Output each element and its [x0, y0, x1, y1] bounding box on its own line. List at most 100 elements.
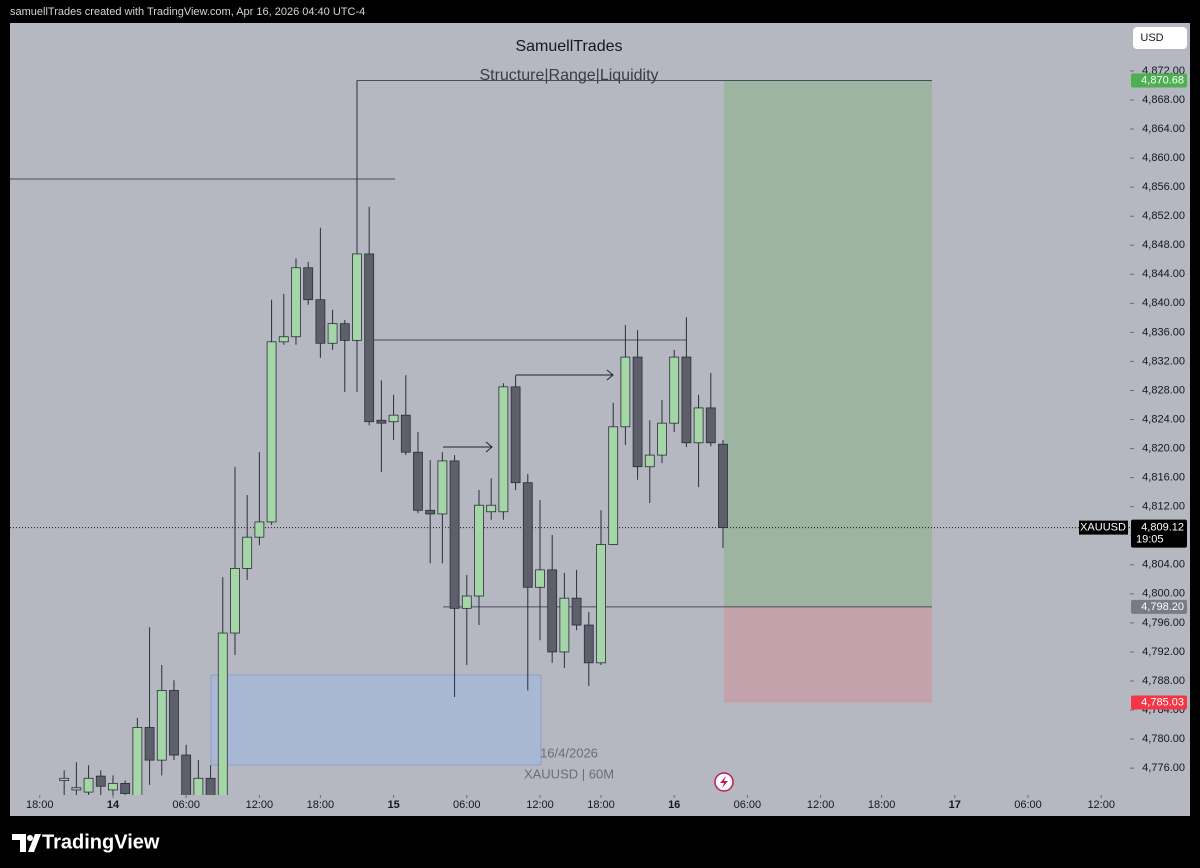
- y-tick-label: 4,776.00: [1142, 762, 1185, 774]
- watermark-symbol: XAUUSD | 60M: [524, 766, 614, 781]
- candle-body: [364, 253, 375, 423]
- brand: TradingView: [42, 831, 160, 853]
- y-tick-label: 4,860.00: [1142, 152, 1185, 164]
- x-tick-label: 12:00: [1087, 799, 1115, 811]
- chart-title: SamuellTrades: [515, 38, 622, 55]
- candle-body: [705, 407, 716, 444]
- y-tick-label: 4,852.00: [1142, 210, 1185, 222]
- candle-body: [632, 356, 643, 468]
- candle-body: [510, 386, 521, 484]
- candle-body: [339, 323, 350, 341]
- x-tick-label: 06:00: [1014, 799, 1042, 811]
- candle-body: [608, 426, 619, 545]
- candle-body: [181, 754, 192, 795]
- y-tick-label: 4,800.00: [1142, 588, 1185, 600]
- x-tick-label: 15: [387, 799, 399, 811]
- candle-body: [681, 356, 692, 444]
- stop-zone: [724, 606, 932, 703]
- y-tick-label: 4,840.00: [1142, 297, 1185, 309]
- candle-body: [83, 777, 94, 793]
- y-tick-label: 4,792.00: [1142, 646, 1185, 658]
- x-tick-label: 17: [949, 799, 961, 811]
- candle-body: [230, 568, 240, 634]
- candle-body: [437, 460, 448, 515]
- x-tick-label: 18:00: [26, 799, 54, 811]
- candle-body: [461, 595, 472, 609]
- y-tick-label: 4,864.00: [1142, 123, 1185, 135]
- x-tick-label: 06:00: [734, 799, 762, 811]
- candle-body: [583, 624, 594, 664]
- y-tick-label: 4,848.00: [1142, 239, 1185, 251]
- y-tick-label: 4,856.00: [1142, 181, 1185, 193]
- price-tag: [1131, 599, 1187, 614]
- currency-button[interactable]: [1133, 27, 1187, 49]
- candle-body: [400, 414, 411, 453]
- arrows: [443, 369, 614, 453]
- watermark-date: 16/4/2026: [540, 745, 598, 760]
- y-tick-label: 4,868.00: [1142, 94, 1185, 106]
- candle-body: [193, 777, 204, 795]
- arrow: [443, 441, 493, 453]
- candle-body: [474, 504, 484, 597]
- x-tick-label: 06:00: [453, 799, 481, 811]
- y-tick-label: 4,812.00: [1142, 501, 1185, 513]
- last-price-tag: [1131, 519, 1187, 548]
- candle-body: [620, 356, 631, 428]
- countdown: 19:05: [1136, 534, 1164, 546]
- x-tick-label: 18:00: [307, 799, 335, 811]
- candle-body: [205, 777, 216, 795]
- last-price-label: 4,809.12: [1141, 522, 1184, 534]
- candle-body: [71, 787, 82, 791]
- x-tick-label: 18:00: [587, 799, 615, 811]
- event-icon-bolt: [720, 776, 728, 788]
- candle-body: [327, 323, 338, 344]
- y-tick-label: 4,820.00: [1142, 442, 1185, 454]
- candle-body: [156, 690, 167, 761]
- candle-body: [596, 544, 606, 664]
- candle-body: [95, 775, 106, 787]
- candle-body: [547, 569, 558, 653]
- logo: [12, 834, 41, 852]
- y-tick-label: 4,788.00: [1142, 675, 1185, 687]
- candle-body: [559, 597, 570, 653]
- candle-body: [669, 356, 680, 424]
- credit: samuellTrades created with TradingView.c…: [10, 6, 365, 18]
- price-tag: [1131, 73, 1187, 88]
- currency[interactable]: USD: [1140, 32, 1163, 44]
- y-tick-label: 4,844.00: [1142, 268, 1185, 280]
- y-tick-label: 4,836.00: [1142, 326, 1185, 338]
- candle-body: [571, 597, 582, 626]
- x-tick-label: 12:00: [246, 799, 274, 811]
- x-tick-label: 14: [107, 799, 120, 811]
- candle-body: [718, 443, 728, 528]
- candle-body: [352, 253, 362, 341]
- candle-body: [413, 451, 423, 511]
- price-tag-label: 4,870.68: [1141, 74, 1184, 86]
- x-tick-label: 12:00: [526, 799, 554, 811]
- price-tag-label: 4,785.03: [1141, 696, 1184, 708]
- y-tick-label: 4,796.00: [1142, 617, 1185, 629]
- y-tick-label: 4,804.00: [1142, 559, 1185, 571]
- y-tick-label: 4,832.00: [1142, 355, 1185, 367]
- arrow: [516, 369, 614, 381]
- price-tag: [1131, 695, 1187, 710]
- candle-body: [644, 454, 655, 468]
- candle-body: [498, 386, 509, 513]
- y-tick-label: 4,816.00: [1142, 472, 1185, 484]
- plot-area: [10, 80, 1130, 795]
- candle-body: [535, 569, 545, 588]
- candle-body: [425, 509, 436, 515]
- chart-subtitle: Structure|Range|Liquidity: [479, 67, 658, 84]
- candle-body: [315, 299, 326, 344]
- candle-body: [254, 521, 265, 538]
- target-zone: [724, 80, 932, 607]
- candle-body: [522, 482, 533, 588]
- candle-body: [449, 460, 460, 609]
- candle-body: [266, 341, 277, 523]
- candle-body: [291, 267, 301, 338]
- x-tick-label: 12:00: [807, 799, 835, 811]
- candle-body: [388, 414, 399, 423]
- y-tick-label: 4,824.00: [1142, 413, 1185, 425]
- candle-body: [657, 422, 667, 456]
